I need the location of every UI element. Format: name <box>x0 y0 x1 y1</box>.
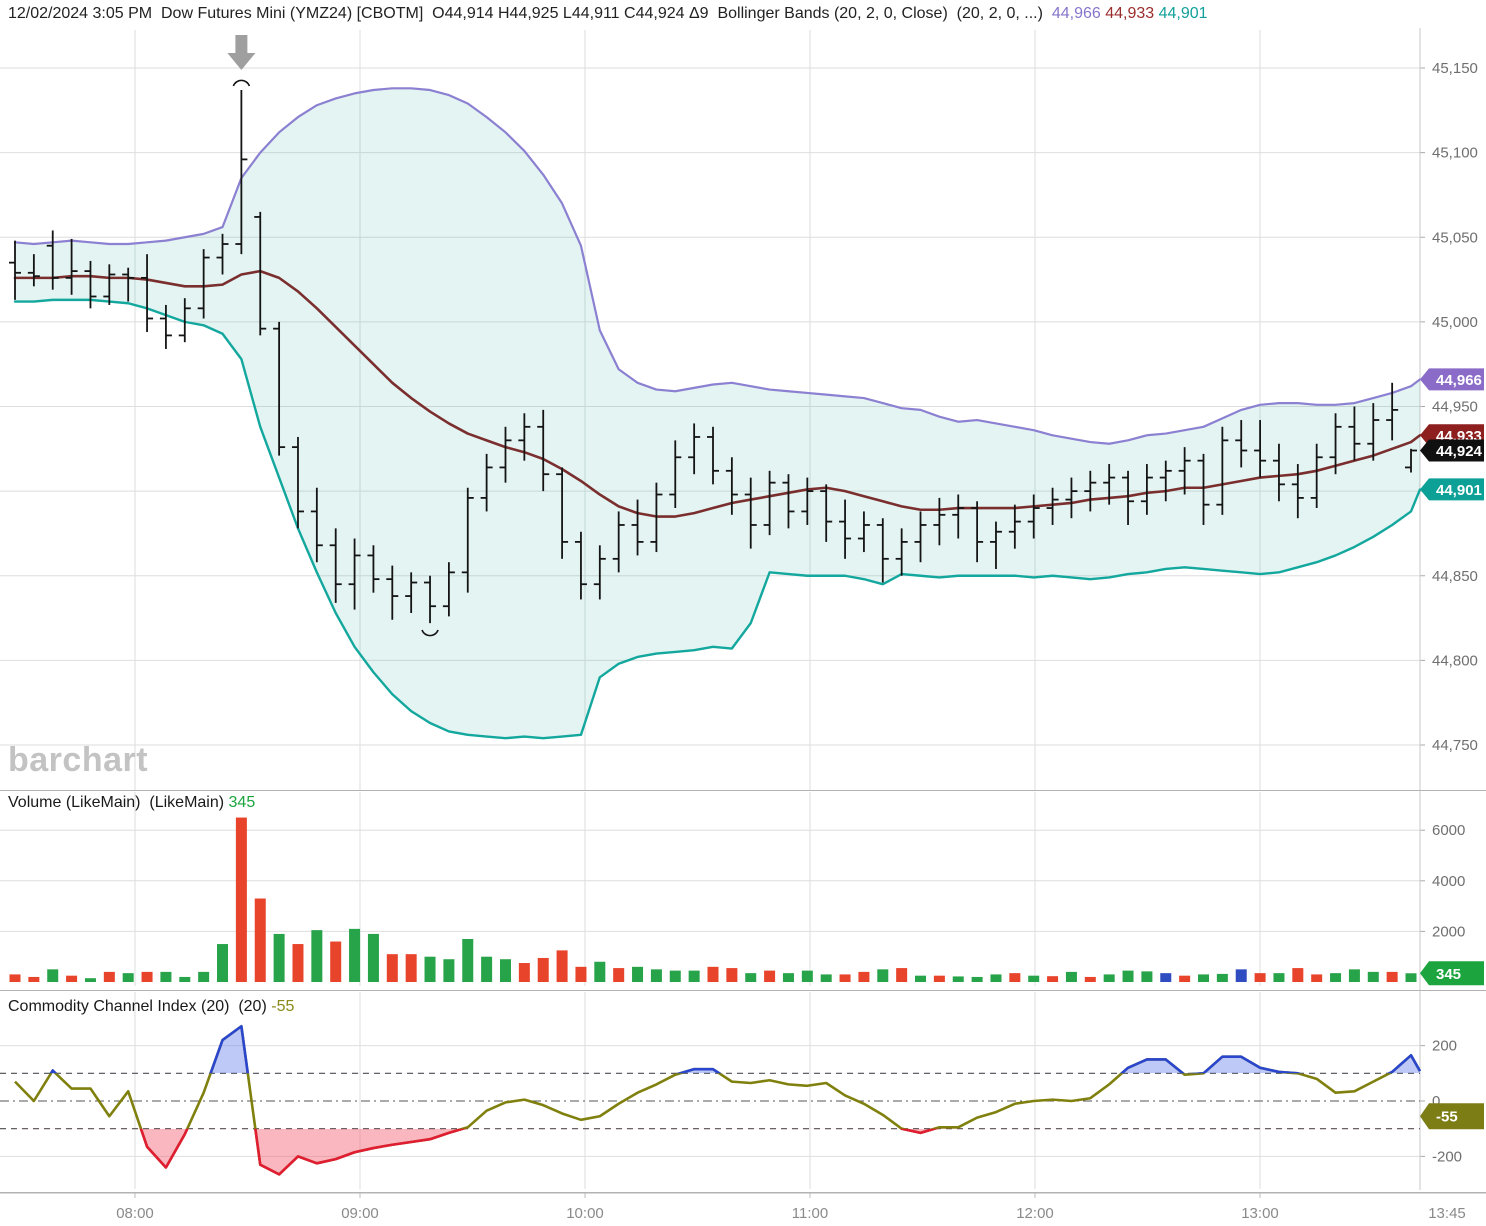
arc-top-marker-icon <box>232 79 251 87</box>
price-badge: 44,924 <box>1420 439 1484 462</box>
header-segment: Bollinger Bands (20, 2, 0, Close) (20, 2… <box>717 5 1052 22</box>
price-badge: 345 <box>1420 961 1484 986</box>
svg-text:13:00: 13:00 <box>1241 1205 1279 1222</box>
svg-text:44,966: 44,966 <box>1436 372 1482 389</box>
svg-text:6000: 6000 <box>1432 822 1465 839</box>
svg-text:0: 0 <box>1432 1093 1440 1110</box>
svg-text:45,150: 45,150 <box>1432 60 1478 77</box>
panel-separator <box>0 990 1486 991</box>
header-segment: 44,901 <box>1158 5 1208 22</box>
header-segment: 44,933 <box>1105 5 1159 22</box>
cci-title-segment: -55 <box>271 998 295 1015</box>
header-segment: 12/02/2024 3:05 PM <box>8 5 161 22</box>
volume-panel-title: Volume (LikeMain) (LikeMain) 345 <box>8 794 255 812</box>
price-badge: 44,966 <box>1420 368 1484 391</box>
barchart-logo: barchart <box>8 741 149 779</box>
panel-separator <box>0 790 1486 791</box>
header-segment: Dow Futures Mini (YMZ24) [CBOTM] <box>161 5 433 22</box>
svg-text:44,924: 44,924 <box>1436 443 1483 460</box>
svg-text:45,050: 45,050 <box>1432 229 1478 246</box>
svg-text:44,750: 44,750 <box>1432 737 1478 754</box>
price-panel[interactable]: 45,15045,10045,05045,00044,95044,90044,8… <box>0 28 1486 790</box>
svg-text:11:00: 11:00 <box>792 1205 828 1222</box>
svg-text:44,950: 44,950 <box>1432 399 1478 416</box>
bollinger-middle-line <box>13 269 1422 518</box>
volume-title-segment: 345 <box>228 794 256 811</box>
bollinger-upper-line <box>13 87 1422 445</box>
cci-line <box>14 1024 1422 1176</box>
cci-panel-title: Commodity Channel Index (20) (20) -55 <box>8 998 294 1016</box>
svg-text:-55: -55 <box>1436 1109 1458 1126</box>
svg-text:4000: 4000 <box>1432 873 1465 890</box>
cci-overbought-fill <box>51 1026 1420 1074</box>
svg-text:10:00: 10:00 <box>566 1205 604 1222</box>
volume-title-segment: Volume (LikeMain) (LikeMain) <box>8 794 229 811</box>
svg-text:45,100: 45,100 <box>1432 145 1478 162</box>
header-segment: 44,966 <box>1051 5 1106 22</box>
down-arrow-icon <box>227 35 256 70</box>
cci-panel[interactable]: 200 0 -200 -55 <box>0 990 1486 1192</box>
svg-text:44,850: 44,850 <box>1432 568 1478 585</box>
svg-text:44,901: 44,901 <box>1436 482 1482 499</box>
svg-text:-200: -200 <box>1432 1148 1462 1165</box>
price-badge: 44,901 <box>1420 478 1484 501</box>
arc-bottom-marker-icon <box>421 629 439 637</box>
time-axis[interactable]: 08:00 09:00 10:00 11:00 12:00 13:00 13:45 <box>0 1192 1486 1226</box>
svg-text:09:00: 09:00 <box>341 1205 379 1222</box>
svg-text:13:45: 13:45 <box>1428 1205 1466 1222</box>
bollinger-fill <box>15 88 1420 739</box>
cci-oversold-fill <box>15 1128 1420 1175</box>
chart-header: 12/02/2024 3:05 PM Dow Futures Mini (YMZ… <box>8 5 1208 23</box>
svg-text:12:00: 12:00 <box>1016 1205 1054 1222</box>
ohlc-bars <box>9 90 1418 624</box>
svg-text:44,800: 44,800 <box>1432 652 1478 669</box>
volume-bars <box>9 817 1417 982</box>
header-segment: O44,914 H44,925 L44,911 C44,924 Δ9 <box>432 5 718 22</box>
svg-text:200: 200 <box>1432 1038 1457 1055</box>
cci-title-segment: Commodity Channel Index (20) (20) <box>8 998 272 1015</box>
price-badge: -55 <box>1420 1103 1484 1130</box>
svg-text:345: 345 <box>1436 966 1461 983</box>
volume-panel[interactable]: 2000 4000 6000 345 <box>0 790 1486 990</box>
svg-text:45,000: 45,000 <box>1432 314 1478 331</box>
svg-text:2000: 2000 <box>1432 923 1465 940</box>
bollinger-lower-line <box>13 298 1422 740</box>
svg-text:08:00: 08:00 <box>116 1205 154 1222</box>
